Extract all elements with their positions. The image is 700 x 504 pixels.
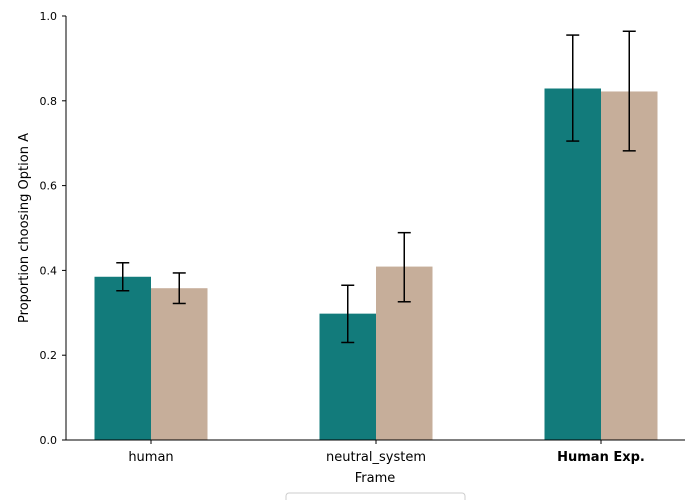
legend — [285, 492, 466, 504]
y-tick-label: 0.0 — [40, 434, 58, 447]
y-tick-label: 0.2 — [40, 349, 58, 362]
error-bar-series2-0 — [172, 272, 186, 305]
x-ticks: human neutral_system Human Exp. — [128, 440, 645, 465]
error-bars-layer — [116, 30, 636, 344]
error-bar-series1-1 — [341, 284, 355, 344]
error-bar-series1-0 — [116, 262, 130, 292]
bars-layer — [94, 88, 658, 441]
error-bar-series2-1 — [397, 231, 411, 303]
bar-series2-0 — [151, 288, 208, 440]
y-axis-label: Proportion choosing Option A — [17, 133, 32, 323]
error-bar-series1-2 — [566, 34, 580, 142]
x-tick-label: Human Exp. — [557, 450, 645, 465]
y-tick-label: 0.6 — [40, 180, 58, 193]
bar-series1-0 — [94, 276, 151, 440]
y-ticks: 0.0 0.2 0.4 0.6 0.8 1.0 — [40, 10, 66, 447]
y-tick-label: 0.8 — [40, 95, 58, 108]
y-tick-label: 1.0 — [40, 10, 58, 23]
bar-series1-2 — [544, 88, 601, 440]
legend-frame — [285, 492, 466, 504]
x-tick-label: human — [128, 450, 173, 465]
x-tick-label: neutral_system — [326, 450, 426, 465]
y-tick-label: 0.4 — [40, 264, 58, 277]
error-bar-series2-2 — [622, 30, 636, 152]
x-axis-label: Frame — [355, 471, 396, 486]
